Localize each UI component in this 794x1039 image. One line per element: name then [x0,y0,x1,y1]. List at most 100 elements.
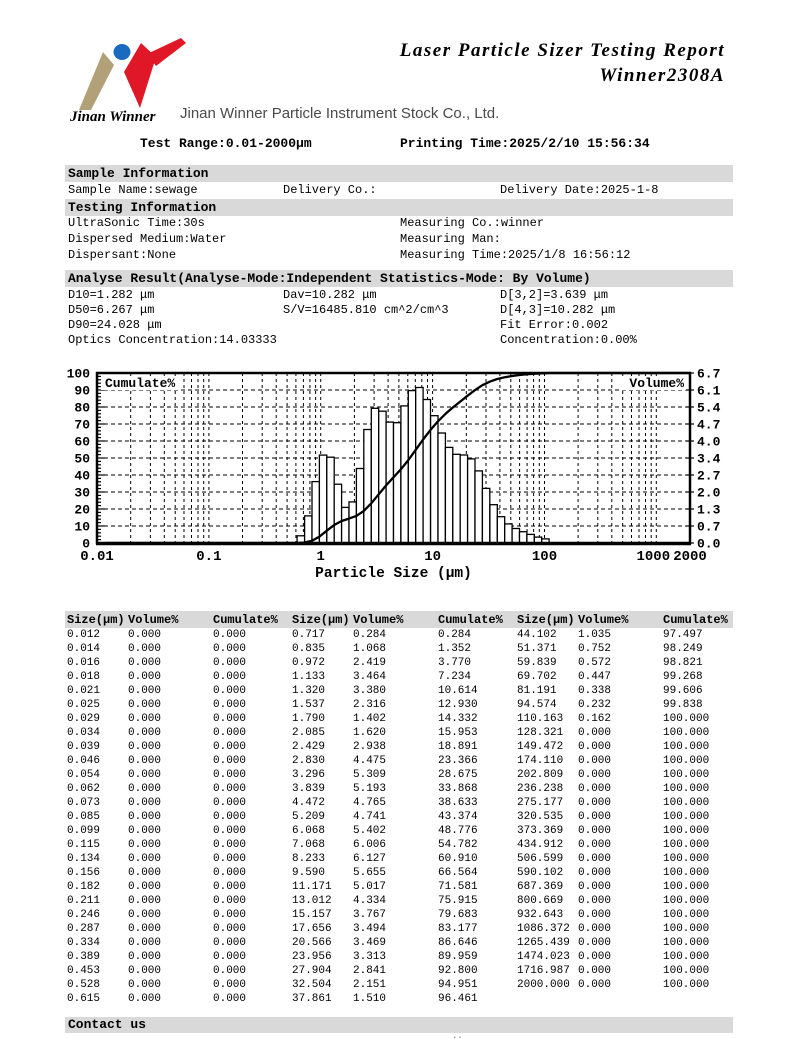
table-cell: 1.035 [578,629,612,641]
table-cell: 0.025 [67,699,101,711]
table-cell: 100.000 [663,951,710,963]
table-cell: 51.371 [517,643,557,655]
table-cell: 97.497 [663,629,703,641]
table-cell: 0.528 [67,979,101,991]
table-header-bar [65,611,733,628]
table-row: 0.054 0.000 0.000 3.296 5.309 28.675 202.809 0.… [67,768,742,782]
table-cell: 0.572 [578,657,612,669]
table-header-cell: Cumulate% [663,613,728,627]
table-cell: 0.232 [578,699,612,711]
table-cell: 0.389 [67,951,101,963]
table-cell: 2.429 [292,741,326,753]
table-cell: 0.000 [578,979,612,991]
table-row: 0.021 0.000 0.000 1.320 3.380 10.614 81.191 0.3… [67,684,742,698]
table-cell: 0.000 [213,685,247,697]
table-cell: 0.000 [213,741,247,753]
d10-field: D10=1.282 μm [68,288,155,302]
table-row: 0.453 0.000 0.000 27.904 2.841 92.800 1716.987… [67,964,742,978]
svg-text:Cumulate%: Cumulate% [105,376,175,391]
table-row: 0.156 0.000 0.000 9.590 5.655 66.564 590.102 0.… [67,866,742,880]
table-cell: 0.062 [67,783,101,795]
table-cell: 2.938 [353,741,387,753]
logo-caption: Jinan Winner [70,109,156,125]
table-cell: 0.000 [578,965,612,977]
table-row: 0.012 0.000 0.000 0.717 0.284 0.284 44.102 1.03… [67,628,742,642]
table-cell: 0.021 [67,685,101,697]
table-row: 0.528 0.000 0.000 32.504 2.151 94.951 2000.000… [67,978,742,992]
table-cell: 0.246 [67,909,101,921]
table-cell: 2.419 [353,657,387,669]
sample-name-field: Sample Name:sewage [68,183,198,197]
table-cell: 100.000 [663,797,710,809]
table-cell: 54.782 [438,839,478,851]
table-cell: 5.209 [292,811,326,823]
table-cell: 5.402 [353,825,387,837]
svg-text:5.4: 5.4 [697,401,721,416]
svg-text:0.01: 0.01 [80,549,114,565]
table-cell: 0.000 [213,811,247,823]
table-cell: 0.000 [128,979,162,991]
table-cell: 23.366 [438,755,478,767]
table-row: 0.287 0.000 0.000 17.656 3.494 83.177 1086.372… [67,922,742,936]
table-cell: 0.000 [213,643,247,655]
printing-time-text: Printing Time:2025/2/10 15:56:34 [400,136,650,151]
table-cell: 0.000 [213,881,247,893]
table-cell: 0.000 [213,965,247,977]
table-cell: 1.790 [292,713,326,725]
table-cell: 15.157 [292,909,332,921]
svg-text:90: 90 [74,384,90,399]
table-cell: 94.951 [438,979,478,991]
svg-text:1.3: 1.3 [697,503,721,518]
table-cell: 0.000 [213,783,247,795]
table-cell: 92.800 [438,965,478,977]
table-cell: 0.000 [578,895,612,907]
table-cell: 5.017 [353,881,387,893]
analyse-result-row: D10=1.282 μm Dav=10.282 μm D[3,2]=3.639 … [65,288,733,303]
table-cell: 20.566 [292,937,332,949]
table-cell: 0.000 [128,965,162,977]
table-cell: 0.000 [578,783,612,795]
ultrasonic-time-field: UltraSonic Time:30s [68,216,205,230]
dispersant-field: Dispersant:None [68,248,177,262]
table-cell: 100.000 [663,867,710,879]
table-cell: 5.655 [353,867,387,879]
table-cell: 0.000 [128,657,162,669]
table-cell: 79.683 [438,909,478,921]
table-cell: 1086.372 [517,923,570,935]
table-cell: 1.320 [292,685,326,697]
table-header-cell: Volume% [578,613,629,627]
table-cell: 0.000 [213,867,247,879]
table-cell: 7.068 [292,839,326,851]
table-row: 0.029 0.000 0.000 1.790 1.402 14.332 110.163 0.… [67,712,742,726]
table-cell: 0.000 [213,671,247,683]
table-cell: 0.046 [67,755,101,767]
table-cell [663,992,742,1006]
table-row: 0.615 0.000 0.000 37.861 1.510 96.461 [67,992,742,1006]
size-distribution-table: Size(μm) Volume% Cumulate% Size(μm) Volume% C… [67,612,742,1006]
table-cell: 0.016 [67,657,101,669]
table-row: 0.062 0.000 0.000 3.839 5.193 33.868 236.238 0.… [67,782,742,796]
distribution-chart: 0 10 20 30 40 50 60 70 80 90 100 0.0 0.7 1.3 2.0 2.7 3.4… [57,363,747,585]
svg-text:100: 100 [67,367,91,382]
table-cell: 0.000 [128,755,162,767]
table-cell: 0.000 [578,937,612,949]
table-cell: 0.287 [67,923,101,935]
delivery-date-field: Delivery Date:2025-1-8 [500,183,659,197]
table-row: 0.182 0.000 0.000 11.171 5.017 71.581 687.369 0… [67,880,742,894]
table-cell: 0.211 [67,895,101,907]
dav-field: Dav=10.282 μm [283,288,377,302]
table-cell: 0.039 [67,741,101,753]
table-cell: 38.633 [438,797,478,809]
svg-text:0: 0 [82,537,90,552]
table-cell: 100.000 [663,923,710,935]
table-cell: 0.000 [128,713,162,725]
table-cell: 0.717 [292,629,326,641]
table-cell: 0.073 [67,797,101,809]
measuring-co-field: Measuring Co.:winner [400,216,545,230]
table-cell: 128.321 [517,727,564,739]
table-cell: 0.338 [578,685,612,697]
fit-error-field: Fit Error:0.002 [500,318,609,332]
table-cell: 83.177 [438,923,478,935]
table-cell: 86.646 [438,937,478,949]
table-cell: 37.861 [292,993,332,1005]
